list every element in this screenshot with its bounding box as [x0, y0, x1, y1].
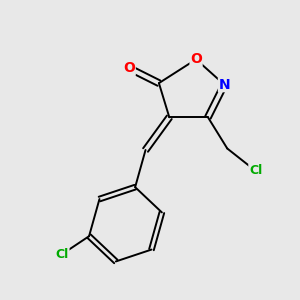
Text: N: N [218, 78, 230, 92]
Text: O: O [123, 61, 135, 75]
Text: O: O [190, 52, 202, 66]
Text: Cl: Cl [249, 164, 262, 177]
Text: Cl: Cl [56, 248, 69, 260]
